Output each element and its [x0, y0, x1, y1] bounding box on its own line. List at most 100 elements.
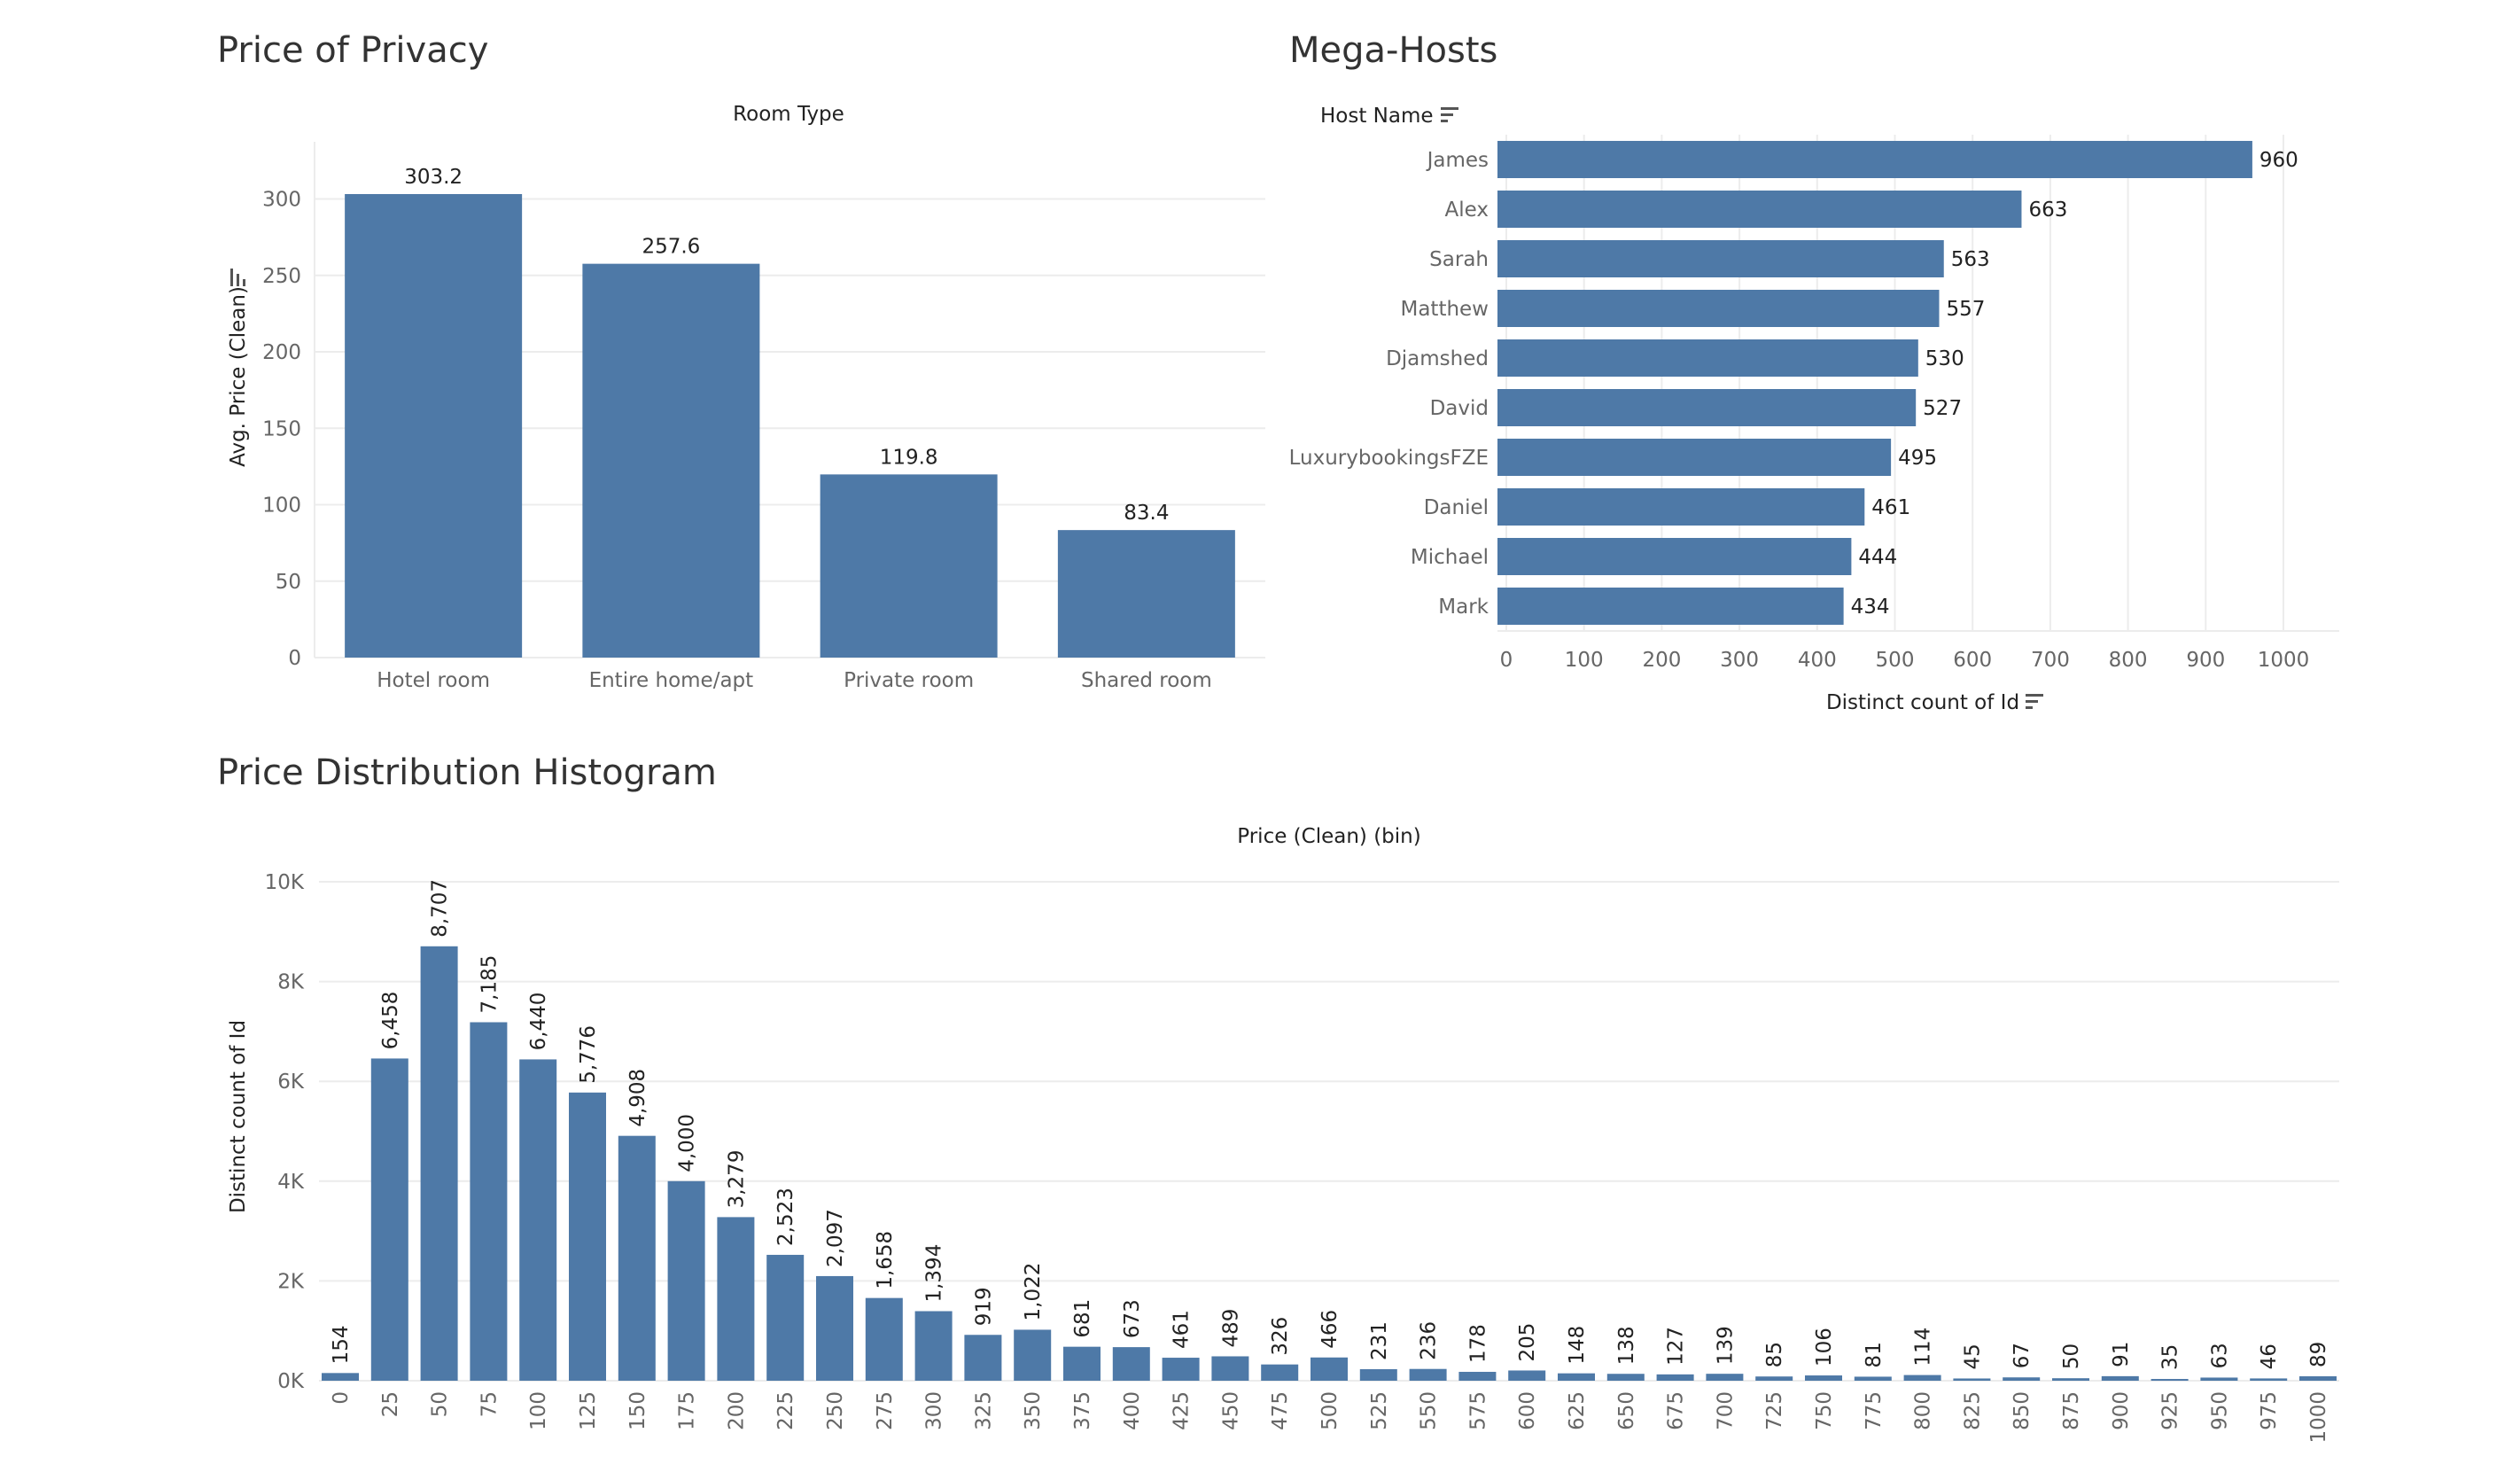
bar[interactable]	[1706, 1374, 1744, 1381]
bar-value-label: 67	[2011, 1343, 2034, 1368]
y-tick-label: 4K	[277, 1171, 305, 1194]
x-bin-label: 475	[1269, 1391, 1292, 1430]
bar-value-label: 663	[2028, 199, 2067, 222]
x-category-label: Private room	[844, 669, 974, 692]
host-name-label: Daniel	[1424, 496, 1489, 519]
y-tick-label: 100	[262, 495, 301, 518]
bar[interactable]	[1656, 1374, 1694, 1381]
bar-value-label: 83.4	[1124, 502, 1169, 525]
price-of-privacy-y-ticks: 0 50 100 150 200 250 300	[262, 189, 301, 671]
bar-value-label: 46	[2258, 1343, 2281, 1369]
bar[interactable]	[820, 474, 998, 658]
bar[interactable]	[2052, 1378, 2089, 1381]
bar[interactable]	[717, 1217, 755, 1381]
bar[interactable]	[1261, 1364, 1299, 1381]
x-bin-label: 625	[1566, 1391, 1589, 1430]
x-bin-label: 725	[1763, 1391, 1786, 1430]
y-tick-label: 2K	[277, 1270, 305, 1293]
bar-value-label: 231	[1368, 1321, 1391, 1360]
bar-value-label: 1,658	[874, 1231, 897, 1289]
bar[interactable]	[1311, 1357, 1348, 1381]
bar[interactable]	[370, 1058, 408, 1381]
bar[interactable]	[322, 1373, 359, 1381]
x-bin-label: 150	[626, 1391, 649, 1430]
bar[interactable]	[1953, 1378, 1991, 1381]
bar[interactable]	[1497, 141, 2252, 178]
bar[interactable]	[1211, 1356, 1249, 1381]
bar[interactable]	[618, 1135, 656, 1381]
bar[interactable]	[1359, 1368, 1397, 1381]
bar[interactable]	[1409, 1368, 1447, 1381]
x-tick-label: 600	[1953, 649, 1992, 672]
bar[interactable]	[1497, 488, 1865, 526]
bar-value-label: 673	[1121, 1299, 1144, 1338]
x-bin-label: 125	[577, 1391, 600, 1430]
bar[interactable]	[667, 1180, 705, 1381]
bar-value-label: 257.6	[642, 236, 700, 259]
bar-value-label: 2,523	[774, 1188, 797, 1246]
bar-value-label: 114	[1912, 1328, 1935, 1367]
bar[interactable]	[2200, 1377, 2238, 1381]
bar[interactable]	[1497, 588, 1844, 625]
bar-value-label: 139	[1714, 1326, 1737, 1365]
bar[interactable]	[1497, 538, 1852, 575]
bar[interactable]	[1497, 339, 1918, 377]
x-tick-label: 1000	[2258, 649, 2310, 672]
bar[interactable]	[582, 263, 760, 658]
bar[interactable]	[1057, 530, 1235, 658]
bar[interactable]	[914, 1311, 953, 1381]
bar[interactable]	[1497, 240, 1944, 277]
x-bin-label: 500	[1318, 1391, 1342, 1430]
bar-value-label: 6,458	[379, 992, 402, 1050]
bar[interactable]	[1755, 1376, 1793, 1381]
bar[interactable]	[766, 1254, 805, 1381]
sort-descending-icon[interactable]	[1441, 107, 1458, 122]
bar[interactable]	[865, 1297, 903, 1381]
bar[interactable]	[1162, 1358, 1200, 1381]
bar[interactable]	[2250, 1378, 2288, 1381]
x-tick-label: 200	[1642, 649, 1681, 672]
bar-value-label: 461	[1871, 496, 1910, 519]
x-tick-label: 900	[2186, 649, 2225, 672]
bar[interactable]	[1854, 1376, 1892, 1381]
bar[interactable]	[345, 193, 523, 658]
bar[interactable]	[1014, 1329, 1052, 1381]
bar-value-label: 4,000	[676, 1114, 699, 1172]
x-bin-label: 0	[330, 1391, 353, 1405]
bar[interactable]	[1508, 1370, 1546, 1381]
bar[interactable]	[2299, 1375, 2337, 1381]
bar[interactable]	[1558, 1373, 1595, 1381]
bar[interactable]	[1497, 191, 2022, 228]
x-tick-label: 0	[1500, 649, 1513, 672]
bar[interactable]	[1805, 1375, 1842, 1381]
bar[interactable]	[569, 1092, 606, 1381]
bar[interactable]	[1497, 439, 1892, 476]
bar-value-label: 5,776	[577, 1025, 600, 1084]
sort-descending-icon[interactable]	[230, 269, 245, 286]
x-tick-label: 800	[2109, 649, 2148, 672]
bar[interactable]	[2151, 1379, 2189, 1382]
bar[interactable]	[519, 1059, 557, 1381]
bar[interactable]	[1497, 290, 1940, 327]
bar[interactable]	[1497, 389, 1917, 426]
bar[interactable]	[1903, 1375, 1941, 1381]
bar[interactable]	[1458, 1371, 1497, 1381]
bar-value-label: 4,908	[626, 1069, 649, 1127]
host-name-label: Alex	[1445, 199, 1489, 222]
sort-descending-icon[interactable]	[2026, 694, 2043, 709]
bar[interactable]	[1606, 1374, 1645, 1381]
x-bin-label: 275	[874, 1391, 897, 1430]
x-bin-label: 200	[725, 1391, 748, 1430]
bar-value-label: 326	[1269, 1317, 1292, 1356]
bar[interactable]	[964, 1335, 1002, 1381]
bar[interactable]	[1063, 1346, 1101, 1381]
bar[interactable]	[420, 946, 458, 1381]
y-tick-label: 300	[262, 189, 301, 212]
bar[interactable]	[816, 1275, 853, 1381]
bar[interactable]	[1112, 1347, 1150, 1381]
bar[interactable]	[2003, 1377, 2041, 1381]
x-tick-label: 500	[1876, 649, 1915, 672]
bar[interactable]	[470, 1022, 508, 1381]
bar[interactable]	[2101, 1375, 2139, 1381]
